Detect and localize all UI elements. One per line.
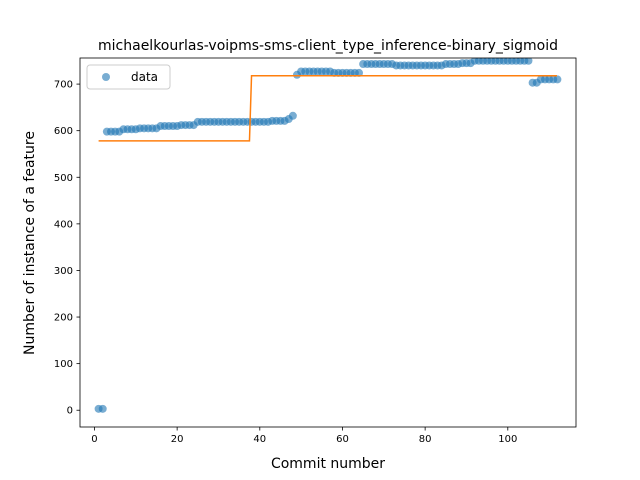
fit-line	[98, 74, 557, 142]
plot-area	[94, 58, 562, 413]
data-point	[288, 111, 297, 120]
legend-box	[86, 64, 171, 90]
y-tick-label: 700	[54, 80, 73, 91]
y-tick-label: 0	[67, 406, 73, 417]
legend-marker	[102, 73, 110, 81]
axes-frame	[79, 57, 577, 428]
x-tick-label: 60	[336, 434, 349, 445]
data-point	[524, 58, 533, 65]
x-tick-label: 80	[419, 434, 432, 445]
data-point	[553, 75, 562, 84]
chart-title: michaelkourlas-voipms-sms-client_type_in…	[98, 38, 558, 54]
x-axis-label: Commit number	[271, 456, 385, 472]
legend-label: data	[131, 70, 158, 84]
y-tick-label: 400	[54, 219, 73, 230]
y-axis-label: Number of instance of a feature	[22, 131, 38, 355]
plot-marks	[94, 58, 562, 413]
y-tick-label: 300	[54, 266, 73, 277]
data-point	[355, 68, 363, 77]
legend: data	[86, 64, 171, 90]
x-tick-label: 40	[253, 434, 266, 445]
x-tick-label: 20	[171, 434, 184, 445]
axes: 0 20 40 60 80 100 0 100 200 300 400 500 600 700	[54, 57, 577, 445]
y-tick-label: 100	[54, 359, 73, 370]
data-point	[98, 404, 107, 413]
x-tick-label: 100	[498, 434, 517, 445]
y-tick-label: 600	[54, 126, 73, 137]
y-tick-label: 500	[54, 173, 73, 184]
y-tick-label: 200	[54, 313, 73, 324]
x-tick-label: 0	[91, 434, 97, 445]
